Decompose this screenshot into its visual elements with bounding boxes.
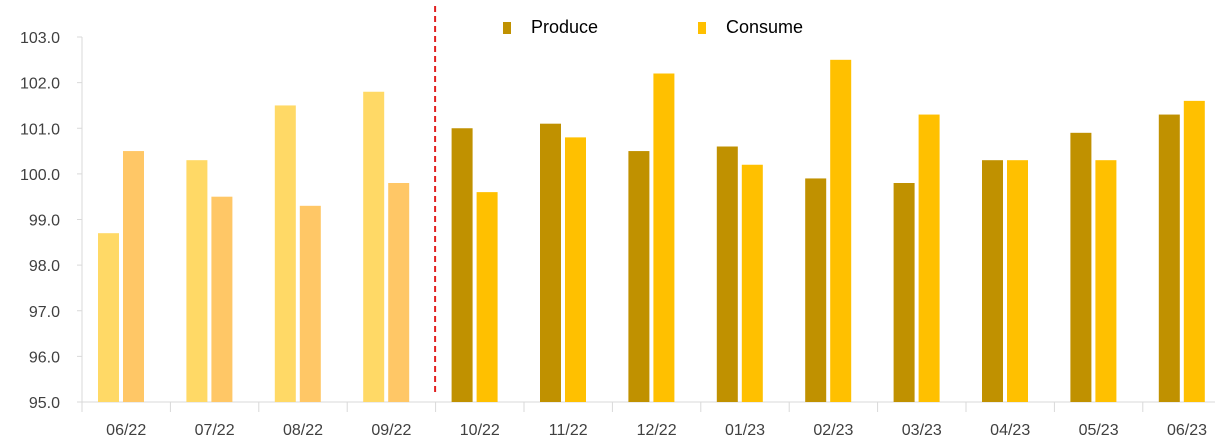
x-tick-label: 11/22 <box>549 422 588 439</box>
bar-produce-06-23 <box>1158 114 1180 402</box>
x-tick-label: 04/23 <box>990 422 1030 439</box>
legend-swatch-produce <box>503 22 511 34</box>
x-tick-label: 09/22 <box>371 422 411 439</box>
x-tick-label: 03/23 <box>902 422 942 439</box>
bar-consume-01-23 <box>741 164 763 402</box>
y-tick-label: 98.0 <box>29 258 60 275</box>
x-tick-label: 02/23 <box>813 422 853 439</box>
bar-produce-02-23 <box>805 178 827 402</box>
bar-produce-11-22 <box>540 123 561 402</box>
bar-produce-01-23 <box>716 146 738 402</box>
bar-produce-03-23 <box>893 183 915 402</box>
y-tick-label: 101.0 <box>20 121 60 138</box>
bar-consume-10-22 <box>476 192 498 402</box>
bar-consume-06-23 <box>1183 100 1205 402</box>
y-tick-label: 103.0 <box>20 30 60 47</box>
bar-consume-11-22 <box>565 137 586 402</box>
bar-produce-05-23 <box>1070 132 1092 402</box>
bars <box>98 59 1205 402</box>
legend-swatch-consume <box>698 22 706 34</box>
bar-produce-08-22 <box>274 105 296 402</box>
bar-consume-12-22 <box>653 73 675 402</box>
legend-label-produce: Produce <box>531 17 598 37</box>
bar-consume-09-22 <box>388 183 410 402</box>
bar-consume-08-22 <box>299 205 321 402</box>
bar-produce-06-22 <box>98 233 119 402</box>
y-tick-label: 99.0 <box>29 213 60 230</box>
x-tick-label: 01/23 <box>725 422 765 439</box>
x-tick-label: 08/22 <box>283 422 323 439</box>
x-tick-label: 12/22 <box>637 422 677 439</box>
y-tick-label: 95.0 <box>29 395 60 412</box>
bar-produce-04-23 <box>982 160 1003 402</box>
bar-consume-04-23 <box>1007 160 1028 402</box>
x-tick-label: 10/22 <box>460 422 500 439</box>
bar-consume-06-22 <box>123 151 144 402</box>
bar-produce-12-22 <box>628 151 650 402</box>
bar-consume-07-22 <box>211 196 233 402</box>
bar-consume-03-23 <box>918 114 940 402</box>
x-tick-label: 06/22 <box>106 422 146 439</box>
x-tick-label: 06/23 <box>1167 422 1207 439</box>
bar-produce-10-22 <box>451 128 473 402</box>
bar-consume-05-23 <box>1095 160 1117 402</box>
legend-label-consume: Consume <box>726 17 803 37</box>
y-tick-label: 96.0 <box>29 349 60 366</box>
bar-consume-02-23 <box>830 59 852 402</box>
y-tick-label: 97.0 <box>29 304 60 321</box>
y-tick-label: 102.0 <box>20 76 60 93</box>
x-tick-label: 07/22 <box>195 422 235 439</box>
legend: Produce Consume <box>503 17 803 37</box>
y-tick-label: 100.0 <box>20 167 60 184</box>
bar-produce-09-22 <box>363 91 385 402</box>
bar-produce-07-22 <box>186 160 208 402</box>
x-tick-label: 05/23 <box>1079 422 1119 439</box>
axis-labels: 95.0 96.0 97.0 98.0 99.0 100.0 101.0 102.0 103.0… <box>20 30 1207 439</box>
